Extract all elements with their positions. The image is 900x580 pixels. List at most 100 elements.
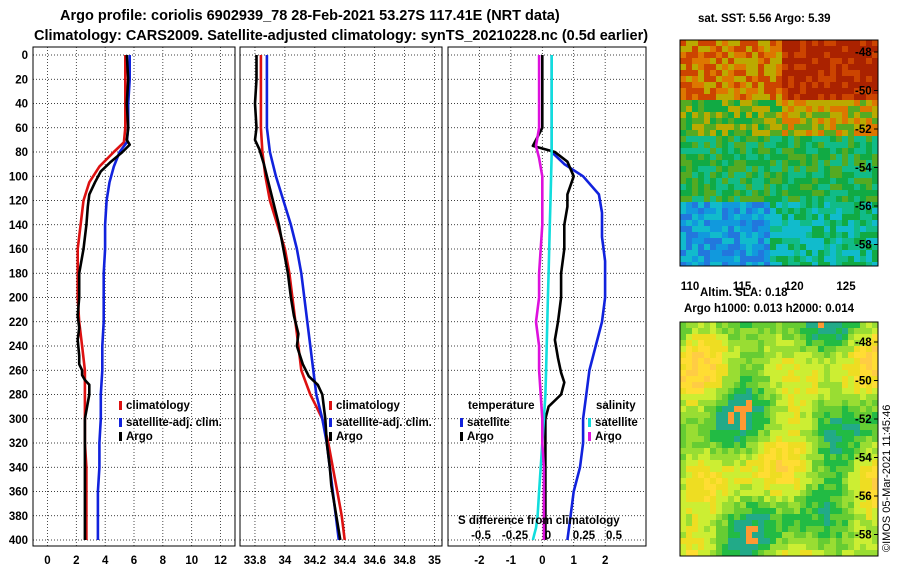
sla-cell: [686, 358, 692, 364]
sst-cell: [758, 166, 764, 172]
sst-cell: [722, 208, 728, 214]
x-tick-label: 12: [214, 555, 227, 567]
sla-cell: [752, 412, 758, 418]
sst-cell: [758, 46, 764, 52]
sla-cell: [758, 376, 764, 382]
sla-cell: [830, 400, 836, 406]
sla-cell: [758, 502, 764, 508]
sst-cell: [680, 202, 686, 208]
sst-cell: [722, 214, 728, 220]
sla-cell: [728, 442, 734, 448]
sla-cell: [752, 466, 758, 472]
sla-cell: [764, 340, 770, 346]
sst-cell: [824, 250, 830, 256]
sst-cell: [686, 100, 692, 106]
sst-cell: [722, 112, 728, 118]
sst-cell: [854, 226, 860, 232]
inner-x-tick-label: 0.5: [606, 530, 623, 542]
sst-cell: [764, 154, 770, 160]
sla-cell: [728, 484, 734, 490]
sla-cell: [782, 514, 788, 520]
sst-cell: [812, 244, 818, 250]
sst-cell: [680, 196, 686, 202]
sla-cell: [866, 334, 872, 340]
sla-cell: [758, 550, 764, 556]
sst-cell: [758, 136, 764, 142]
sla-cell: [728, 424, 734, 430]
sla-cell: [692, 436, 698, 442]
sla-cell: [692, 322, 698, 328]
sst-cell: [704, 238, 710, 244]
sst-cell: [806, 262, 812, 266]
sst-cell: [710, 46, 716, 52]
sla-cell: [788, 346, 794, 352]
sla-cell: [836, 526, 842, 532]
sla-cell: [776, 424, 782, 430]
sla-cell: [794, 436, 800, 442]
sla-cell: [704, 436, 710, 442]
sla-cell: [764, 442, 770, 448]
sla-cell: [776, 448, 782, 454]
sst-cell: [812, 208, 818, 214]
sst-cell: [806, 202, 812, 208]
sst-cell: [680, 112, 686, 118]
sla-cell: [860, 370, 866, 376]
sst-cell: [824, 76, 830, 82]
sst-cell: [836, 208, 842, 214]
sst-cell: [818, 220, 824, 226]
sla-cell: [746, 508, 752, 514]
sst-cell: [758, 94, 764, 100]
sla-cell: [716, 478, 722, 484]
sla-cell: [764, 526, 770, 532]
sla-cell: [824, 328, 830, 334]
sst-cell: [704, 196, 710, 202]
sla-cell: [764, 436, 770, 442]
sla-cell: [824, 526, 830, 532]
sst-cell: [860, 160, 866, 166]
sla-cell: [788, 454, 794, 460]
sst-cell: [698, 244, 704, 250]
sst-cell: [776, 100, 782, 106]
sla-cell: [854, 442, 860, 448]
sla-cell: [854, 460, 860, 466]
sla-cell: [710, 454, 716, 460]
sla-cell: [764, 430, 770, 436]
sst-cell: [836, 226, 842, 232]
sst-cell: [872, 244, 878, 250]
sla-cell: [854, 364, 860, 370]
sst-cell: [818, 142, 824, 148]
sst-cell: [770, 244, 776, 250]
sst-cell: [752, 262, 758, 266]
sst-cell: [704, 208, 710, 214]
sst-cell: [824, 64, 830, 70]
sst-cell: [710, 112, 716, 118]
sst-cell: [824, 148, 830, 154]
sla-cell: [680, 352, 686, 358]
sla-cell: [704, 376, 710, 382]
sst-cell: [782, 250, 788, 256]
sla-cell: [872, 436, 878, 442]
sla-cell: [710, 346, 716, 352]
sla-cell: [752, 484, 758, 490]
sst-cell: [680, 160, 686, 166]
sst-cell: [722, 190, 728, 196]
sst-cell: [824, 136, 830, 142]
sla-cell: [752, 520, 758, 526]
sla-cell: [776, 370, 782, 376]
sst-cell: [788, 100, 794, 106]
sla-cell: [752, 532, 758, 538]
sst-cell: [692, 208, 698, 214]
sst-cell: [824, 70, 830, 76]
sla-cell: [818, 454, 824, 460]
sla-cell: [818, 358, 824, 364]
sst-cell: [854, 202, 860, 208]
sla-cell: [686, 388, 692, 394]
sst-cell: [740, 124, 746, 130]
sst-cell: [776, 70, 782, 76]
sla-cell: [848, 400, 854, 406]
sst-cell: [800, 154, 806, 160]
sst-cell: [716, 232, 722, 238]
sla-cell: [818, 400, 824, 406]
sla-cell: [752, 394, 758, 400]
sla-cell: [794, 322, 800, 328]
